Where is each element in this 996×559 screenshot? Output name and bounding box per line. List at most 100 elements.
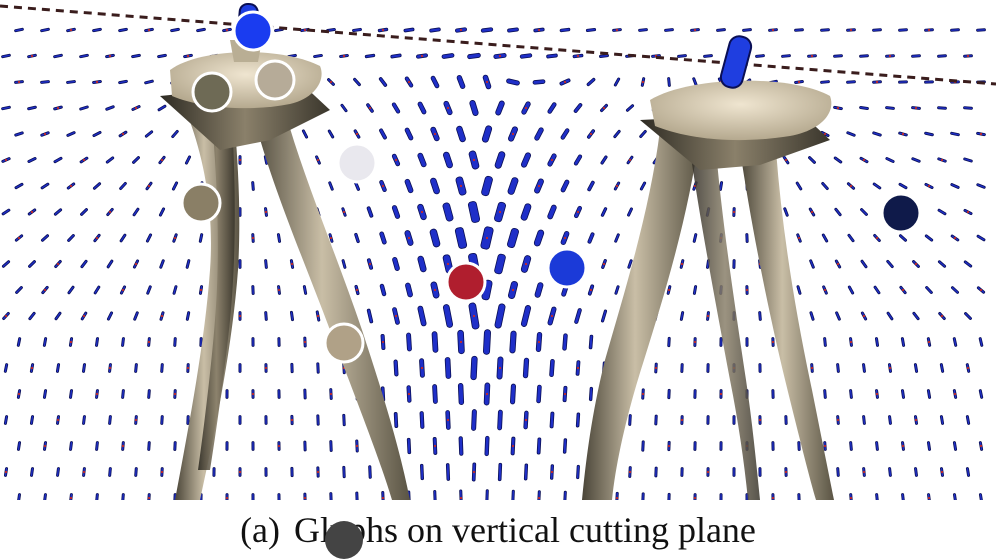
seed-point xyxy=(693,496,697,500)
tensor-glyph xyxy=(898,28,908,32)
tensor-glyph xyxy=(667,77,671,87)
tensor-glyph xyxy=(67,234,75,242)
tensor-glyph xyxy=(301,129,309,139)
seed-point xyxy=(628,470,632,474)
tensor-glyph xyxy=(901,493,905,500)
tensor-glyph xyxy=(677,54,687,58)
seed-point xyxy=(810,366,814,370)
tensor-glyph xyxy=(950,183,960,189)
seed-point xyxy=(303,28,307,32)
tensor-glyph xyxy=(950,28,960,32)
tensor-glyph xyxy=(30,467,34,477)
seed-point xyxy=(316,314,320,318)
tensor-glyph xyxy=(562,333,568,351)
seed-point xyxy=(823,444,827,448)
seed-point xyxy=(160,314,164,318)
tensor-glyph xyxy=(355,491,359,500)
seed-point xyxy=(615,496,619,500)
seed-point xyxy=(927,28,931,32)
tensor-glyph xyxy=(172,285,178,295)
tensor-glyph xyxy=(417,305,427,327)
seed-point xyxy=(121,132,125,136)
tensor-glyph xyxy=(329,440,333,452)
tensor-glyph xyxy=(507,227,519,249)
tensor-glyph xyxy=(469,100,479,116)
tensor-glyph xyxy=(456,125,466,143)
tensor-glyph xyxy=(43,493,47,500)
tensor-glyph xyxy=(445,463,451,481)
tensor-glyph xyxy=(546,53,558,59)
seed-point xyxy=(264,366,268,370)
tensor-glyph xyxy=(963,260,973,268)
tensor-glyph xyxy=(520,152,532,168)
tensor-glyph xyxy=(978,337,984,347)
tensor-glyph xyxy=(419,411,425,429)
swatch-navy xyxy=(880,192,922,234)
seed-point xyxy=(641,392,645,396)
tensor-glyph xyxy=(105,105,115,111)
tensor-glyph xyxy=(860,208,868,216)
tensor-glyph xyxy=(523,463,529,481)
seed-point xyxy=(849,28,853,32)
tensor-glyph xyxy=(534,282,544,298)
seed-point xyxy=(875,80,879,84)
tensor-glyph xyxy=(184,155,192,165)
seed-point xyxy=(407,80,411,84)
tensor-glyph xyxy=(454,227,468,249)
tensor-glyph xyxy=(585,27,597,33)
tensor-glyph xyxy=(506,78,520,86)
seed-point xyxy=(433,132,437,136)
tensor-glyph xyxy=(821,233,829,243)
seed-point xyxy=(979,444,983,448)
tensor-glyph xyxy=(888,467,892,477)
seed-point xyxy=(524,418,528,422)
tensor-glyph xyxy=(925,286,933,294)
tensor-glyph xyxy=(147,441,151,451)
tensor-glyph xyxy=(875,441,879,451)
tensor-glyph xyxy=(600,207,608,217)
tensor-glyph xyxy=(638,28,648,32)
tensor-glyph xyxy=(532,79,546,85)
seed-point xyxy=(680,262,684,266)
seed-point xyxy=(420,366,424,370)
tensor-glyph xyxy=(823,337,827,347)
seed-point xyxy=(173,392,177,396)
seed-point xyxy=(381,496,385,500)
tensor-glyph xyxy=(706,363,710,373)
tensor-glyph xyxy=(93,285,101,295)
tensor-glyph xyxy=(519,53,533,59)
swatch-bright-blue xyxy=(232,10,274,52)
seed-point xyxy=(30,366,34,370)
seed-point xyxy=(550,314,554,318)
seed-point xyxy=(4,470,8,474)
tensor-glyph xyxy=(963,157,973,163)
tensor-glyph xyxy=(160,415,164,425)
seed-point xyxy=(940,314,944,318)
seed-point xyxy=(433,444,437,448)
tensor-glyph xyxy=(628,414,632,426)
tensor-glyph xyxy=(794,28,804,32)
seed-point xyxy=(342,54,346,58)
tensor-glyph xyxy=(82,415,86,425)
tensor-glyph xyxy=(15,286,23,294)
tensor-glyph xyxy=(485,489,489,500)
tensor-glyph xyxy=(40,27,50,33)
tensor-glyph xyxy=(719,441,723,451)
tensor-glyph xyxy=(429,27,441,33)
tensor-glyph xyxy=(849,441,853,451)
seed-point xyxy=(251,392,255,396)
tensor-glyph xyxy=(458,436,464,456)
tensor-glyph xyxy=(29,415,35,425)
seed-point xyxy=(316,158,320,162)
seed-point xyxy=(745,288,749,292)
tensor-glyph xyxy=(533,229,545,247)
seed-point xyxy=(43,288,47,292)
tensor-glyph xyxy=(952,441,958,451)
seed-point xyxy=(914,106,918,110)
seed-point xyxy=(56,418,60,422)
tensor-glyph xyxy=(290,362,294,374)
seed-point xyxy=(771,340,775,344)
tensor-glyph xyxy=(758,311,762,321)
tensor-glyph xyxy=(809,311,815,321)
seed-point xyxy=(862,158,866,162)
